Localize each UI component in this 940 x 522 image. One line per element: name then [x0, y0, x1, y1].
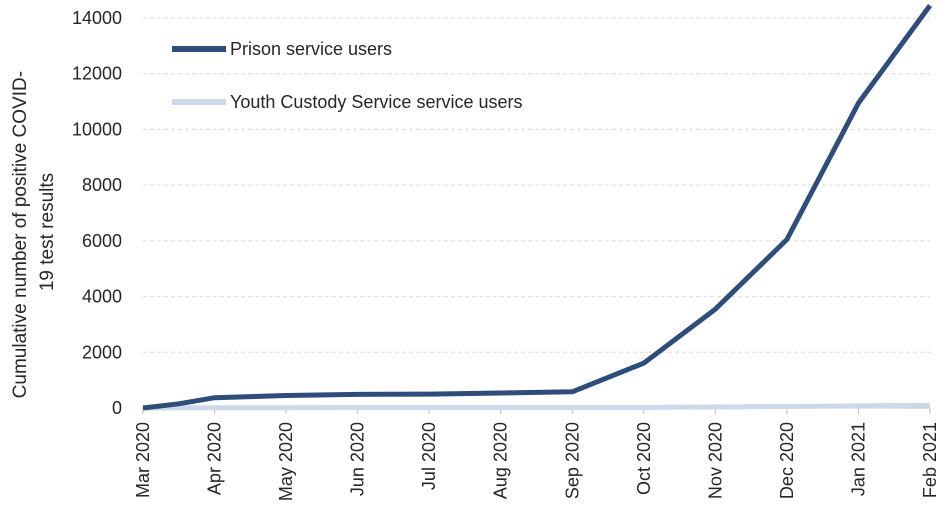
- y-tick-label: 12000: [72, 64, 122, 84]
- y-axis-tick-labels: 0 2000 4000 6000 8000 10000 12000 14000: [72, 8, 122, 418]
- x-tick-label: Dec 2020: [777, 422, 797, 499]
- y-tick-label: 8000: [82, 175, 122, 195]
- data-series: [142, 4, 933, 411]
- y-tick-label: 14000: [72, 8, 122, 28]
- x-tick-label: Jan 2021: [848, 422, 868, 496]
- legend-label: Prison service users: [230, 39, 392, 59]
- x-tick-label: Feb 2021: [920, 422, 940, 498]
- x-tick-label: Jul 2020: [419, 422, 439, 490]
- y-tick-label: 4000: [82, 287, 122, 307]
- x-tick-label: Sep 2020: [562, 422, 582, 499]
- legend: Prison service users Youth Custody Servic…: [172, 39, 522, 112]
- x-tick-label: Apr 2020: [205, 422, 225, 495]
- x-tick-label: Mar 2020: [133, 422, 153, 498]
- y-axis-title: Cumulative number of positive COVID- 19 …: [10, 66, 58, 399]
- x-tick-label: Aug 2020: [491, 422, 511, 499]
- x-tick-label: Nov 2020: [705, 422, 725, 499]
- gridlines: [143, 17, 930, 353]
- x-axis-tick-labels: Mar 2020 Apr 2020 May 2020 Jun 2020 Jul 2020…: [133, 422, 940, 501]
- y-tick-label: 10000: [72, 119, 122, 139]
- legend-label: Youth Custody Service service users: [230, 92, 522, 112]
- x-tick-label: Oct 2020: [634, 422, 654, 495]
- x-tick-label: Jun 2020: [348, 422, 368, 496]
- series-line: [142, 402, 931, 411]
- y-axis-title-line-1: Cumulative number of positive COVID-: [10, 71, 31, 398]
- series-line: [142, 4, 933, 411]
- x-tick-label: May 2020: [276, 422, 296, 501]
- y-tick-label: 2000: [82, 342, 122, 362]
- y-axis-title-line-2: 19 test results: [37, 173, 58, 291]
- y-tick-label: 0: [112, 398, 122, 418]
- y-tick-label: 6000: [82, 231, 122, 251]
